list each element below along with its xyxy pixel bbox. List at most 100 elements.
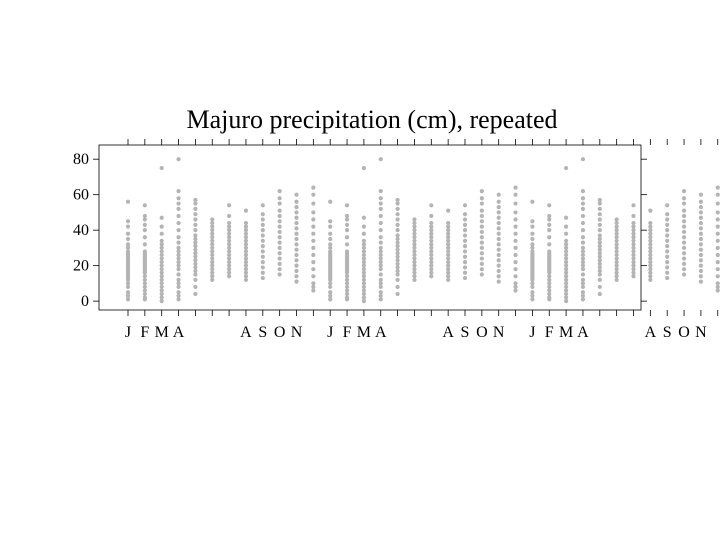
data-point xyxy=(243,263,249,268)
data-point xyxy=(564,295,569,300)
data-point xyxy=(227,238,232,243)
data-point xyxy=(681,256,687,261)
data-point xyxy=(378,293,383,298)
data-point xyxy=(344,284,350,290)
data-point xyxy=(648,242,653,247)
data-point xyxy=(176,213,181,219)
data-point xyxy=(580,201,586,206)
data-point xyxy=(564,256,569,261)
data-point xyxy=(361,295,366,300)
y-tick-label: 60 xyxy=(73,187,89,204)
data-point xyxy=(344,274,350,279)
data-point xyxy=(681,240,687,245)
data-point xyxy=(429,256,434,261)
data-point xyxy=(328,199,333,204)
data-point xyxy=(395,272,400,277)
data-point xyxy=(176,240,181,245)
data-point xyxy=(614,238,619,243)
data-point xyxy=(446,235,451,240)
data-point xyxy=(496,220,501,226)
data-point xyxy=(311,231,316,236)
data-point xyxy=(614,252,619,258)
data-point xyxy=(513,245,518,251)
data-points xyxy=(125,157,720,304)
data-point xyxy=(513,274,518,279)
data-point xyxy=(614,217,619,222)
data-point xyxy=(530,245,535,251)
data-point xyxy=(361,299,366,304)
data-point xyxy=(597,222,602,227)
data-point xyxy=(631,263,636,268)
data-point xyxy=(311,210,316,215)
data-point xyxy=(378,284,383,290)
data-point xyxy=(580,213,586,219)
data-point xyxy=(361,231,366,236)
data-point xyxy=(698,204,704,210)
data-point xyxy=(580,297,586,302)
data-point xyxy=(344,228,350,233)
data-point xyxy=(631,213,636,219)
data-point xyxy=(648,238,653,243)
data-point xyxy=(462,238,468,243)
data-point xyxy=(176,297,181,302)
data-point xyxy=(395,233,400,238)
data-point xyxy=(462,249,468,254)
data-point xyxy=(243,238,249,243)
data-point xyxy=(210,217,215,222)
data-point xyxy=(159,259,164,265)
data-point xyxy=(681,229,687,235)
data-point xyxy=(597,206,602,211)
data-point xyxy=(328,249,333,254)
data-point xyxy=(479,235,484,240)
data-point xyxy=(277,189,282,194)
data-point xyxy=(210,267,215,272)
data-point xyxy=(698,236,704,242)
data-point xyxy=(294,231,299,236)
data-point xyxy=(429,213,434,219)
data-point xyxy=(715,281,720,286)
data-point xyxy=(344,235,350,240)
data-point xyxy=(462,270,468,275)
data-point xyxy=(614,224,619,229)
data-point xyxy=(631,235,636,240)
data-point xyxy=(681,208,687,213)
data-point xyxy=(210,252,215,258)
data-point xyxy=(698,199,704,204)
data-point xyxy=(631,231,636,236)
data-point xyxy=(496,226,501,231)
data-point xyxy=(580,157,586,162)
y-axis-tick-labels: 0 20 40 60 80 xyxy=(73,151,89,310)
data-point xyxy=(429,242,434,247)
data-point xyxy=(378,240,383,245)
data-point xyxy=(597,261,602,266)
data-point xyxy=(496,236,501,242)
data-point xyxy=(125,245,131,251)
data-point xyxy=(530,249,535,254)
data-point xyxy=(597,201,602,206)
data-point xyxy=(530,236,535,242)
data-point xyxy=(597,277,602,282)
data-point xyxy=(614,220,619,226)
data-point xyxy=(395,222,400,227)
data-point xyxy=(193,197,198,203)
data-point xyxy=(479,261,484,266)
data-point xyxy=(681,224,687,229)
data-point xyxy=(328,290,333,295)
data-point xyxy=(564,274,569,279)
data-point xyxy=(294,247,299,252)
data-point xyxy=(530,293,535,298)
x-tick-label: M xyxy=(559,324,573,341)
data-point xyxy=(142,288,147,293)
data-point xyxy=(580,228,586,233)
data-point xyxy=(580,259,586,265)
data-point xyxy=(176,189,181,194)
data-point xyxy=(412,267,417,272)
data-point xyxy=(378,249,383,254)
data-point xyxy=(277,201,282,206)
data-point xyxy=(429,235,434,240)
data-point xyxy=(378,263,383,268)
data-point xyxy=(395,244,400,249)
data-point xyxy=(142,222,147,227)
data-point xyxy=(227,235,232,240)
data-point xyxy=(378,267,383,272)
